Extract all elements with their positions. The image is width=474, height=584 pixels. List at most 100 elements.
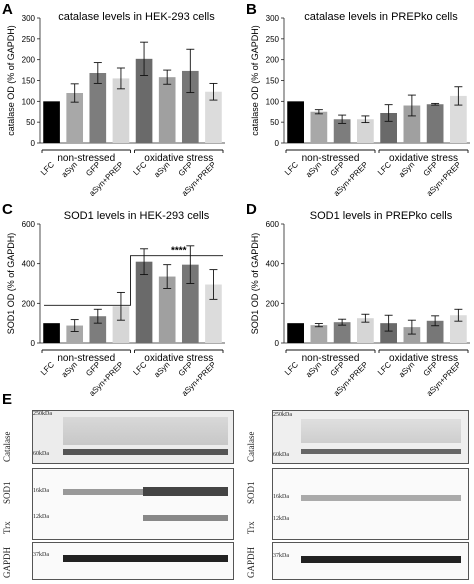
panel-label-a: A [2,1,13,18]
blot-label-catalase-right: Catalase [246,431,256,463]
y-tick-label: 150 [266,77,280,86]
y-axis-label: catalase OD (% of GAPDH) [6,25,16,136]
bar [43,101,60,143]
blot-gapdh-left [32,542,234,580]
x-tick-label: LFC [39,160,56,177]
bar [403,327,421,343]
bar [310,325,328,343]
bar [310,111,328,143]
chart-title: catalase levels in HEK-293 cells [58,11,215,23]
y-tick-label: 50 [26,118,35,127]
bar [112,78,130,143]
bar [89,316,107,343]
marker-12kda-left: 12kDa [33,514,49,520]
y-tick-label: 400 [22,260,36,269]
y-tick-label: 0 [275,139,280,148]
blot-sod1-trx-right [272,468,469,540]
y-tick-label: 50 [270,118,279,127]
y-tick-label: 0 [31,139,36,148]
marker-60kda-left: 60kDa [33,451,49,457]
bar [205,284,222,343]
bar [333,322,351,343]
chart-sod1-hek: SOD1 levels in HEK-293 cells SOD1 OD (% o… [6,210,225,398]
y-axis-label: SOD1 OD (% of GAPDH) [6,233,16,335]
bar [380,113,397,143]
blot-label-trx: Trx [2,521,12,534]
y-tick-label: 600 [22,220,36,229]
x-tick-label: LFC [283,360,300,377]
group-label: non-stressed [302,353,360,364]
y-tick-label: 600 [266,220,280,229]
bar [426,104,444,143]
marker-16kda-left: 16kDa [33,488,49,494]
chart-catalase-prepko: catalase levels in PREPko cells catalase … [250,11,470,198]
chart-sod1-prepko: SOD1 levels in PREPko cells SOD1 OD (% of… [250,210,470,398]
y-tick-label: 150 [22,77,36,86]
chart-catalase-hek: catalase levels in HEK-293 cells catalase… [6,11,225,198]
group-label: non-stressed [57,153,115,164]
y-tick-label: 300 [266,14,280,23]
y-tick-label: 250 [266,35,280,44]
y-tick-label: 200 [266,299,280,308]
group-label: non-stressed [57,353,115,364]
bar [66,325,84,343]
blot-label-gapdh-right: GAPDH [246,546,256,578]
bar [357,318,374,343]
panel-label-d: D [246,201,257,218]
bar [112,306,130,343]
bar [380,323,397,343]
blot-sod1-trx-left [32,468,234,540]
y-axis-label: catalase OD (% of GAPDH) [250,25,260,136]
marker-37kda-right: 37kDa [273,553,289,559]
y-tick-label: 100 [22,97,36,106]
bar [181,264,199,343]
x-tick-label: LFC [39,360,56,377]
chart-title: SOD1 levels in HEK-293 cells [64,210,210,222]
marker-37kda-left: 37kDa [33,552,49,558]
y-tick-label: 300 [22,14,36,23]
blot-label-catalase: Catalase [2,431,12,463]
group-label: non-stressed [302,153,360,164]
y-tick-label: 100 [266,97,280,106]
y-tick-label: 400 [266,260,280,269]
blot-label-sod1-right: SOD1 [246,481,256,504]
significance-line [44,255,223,306]
blot-label-trx-right: Trx [246,521,256,534]
bar [403,105,421,143]
bar [287,323,304,343]
chart-title: catalase levels in PREPko cells [304,11,458,23]
marker-60kda-right: 60kDa [273,452,289,458]
y-tick-label: 200 [266,56,280,65]
y-axis-label: SOD1 OD (% of GAPDH) [250,233,260,335]
bar [287,101,304,143]
bar [135,58,153,144]
marker-12kda-right: 12kDa [273,516,289,522]
x-tick-label: LFC [283,160,300,177]
y-tick-label: 200 [22,56,36,65]
bar [205,91,222,143]
marker-250kda-right: 250kDa [273,412,292,418]
significance-stars: **** [171,246,187,257]
panel-label-c: C [2,201,13,218]
panel-label-e: E [2,391,12,408]
chart-title: SOD1 levels in PREPko cells [310,210,453,222]
group-label: oxidative stress [144,353,213,364]
blot-gapdh-right [272,542,469,580]
blot-catalase-right [272,410,469,464]
bar [333,119,351,143]
y-tick-label: 200 [22,299,36,308]
bar [357,119,374,143]
bar [66,93,84,143]
bar [158,77,176,143]
marker-16kda-right: 16kDa [273,494,289,500]
blot-label-gapdh: GAPDH [2,546,12,578]
bar [426,320,444,343]
panel-label-b: B [246,1,257,18]
y-tick-label: 0 [31,339,36,348]
group-label: oxidative stress [389,153,458,164]
marker-250kda-left: 250kDa [33,411,52,417]
y-tick-label: 250 [22,35,36,44]
group-label: oxidative stress [389,353,458,364]
bar [89,73,107,143]
